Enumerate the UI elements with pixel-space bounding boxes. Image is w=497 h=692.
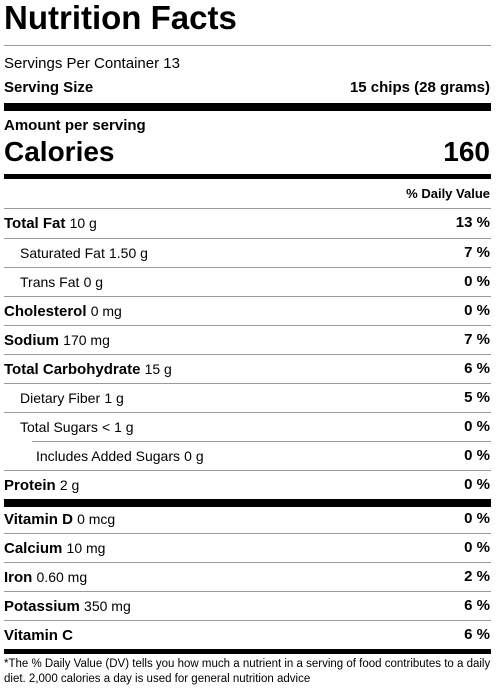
servings-per-container-text: Servings Per Container 13: [4, 55, 180, 72]
serving-size-label: Serving Size: [4, 79, 94, 96]
nutrient-dv: 0 %: [464, 476, 490, 493]
divider: [4, 383, 491, 384]
nutrient-dv: 0 %: [464, 418, 490, 435]
nutrient-dv: 13 %: [455, 214, 490, 231]
divider: [4, 412, 491, 413]
divider: [4, 562, 491, 563]
nutrient-dv: 0 %: [464, 273, 490, 290]
serving-size-value: 15 chips (28 grams): [349, 79, 490, 96]
vitamin-amount: 10 mg: [66, 540, 106, 556]
vitamin-name: Calcium: [4, 540, 63, 557]
nutrient-dv: 0 %: [464, 447, 490, 464]
nutrient-name: Dietary Fiber: [20, 390, 101, 406]
nutrient-name: Total Sugars: [20, 419, 98, 435]
divider: [4, 45, 491, 46]
thick-divider: [4, 499, 491, 507]
vitamin-name: Vitamin D: [4, 511, 73, 528]
divider: [4, 470, 491, 471]
nutrient-dv: 0 %: [464, 302, 490, 319]
calories-value: 160: [443, 136, 490, 167]
nutrient-amount: 0 g: [184, 448, 204, 464]
nutrient-amount: 0 mg: [90, 303, 122, 319]
nutrient-amount: 170 mg: [63, 332, 110, 348]
nutrient-dv: 7 %: [464, 331, 490, 348]
nutrient-name: Cholesterol: [4, 303, 87, 320]
nutrient-dv: 6 %: [464, 360, 490, 377]
nutrient-name: Saturated Fat: [20, 245, 105, 261]
nutrient-amount: 1 g: [104, 390, 124, 406]
daily-value-header: % Daily Value: [406, 186, 490, 201]
medium-divider: [4, 174, 491, 179]
vitamin-amount: 350 mg: [84, 598, 131, 614]
divider: [4, 238, 491, 239]
divider: [4, 267, 491, 268]
divider: [4, 620, 491, 621]
nutrient-name: Trans Fat: [20, 274, 80, 290]
footnote: *The % Daily Value (DV) tells you how mu…: [4, 658, 491, 685]
nutrient-amount: < 1 g: [102, 419, 134, 435]
nutrient-amount: 15 g: [144, 361, 172, 377]
amount-per-serving-text: Amount per serving: [4, 117, 146, 134]
vitamin-name: Iron: [4, 569, 33, 586]
label-title: Nutrition Facts: [4, 0, 237, 36]
divider: [32, 441, 491, 442]
vitamin-dv: 2 %: [464, 568, 490, 585]
nutrient-amount: 2 g: [59, 477, 80, 493]
vitamin-name: Vitamin C: [4, 627, 73, 644]
nutrient-name: Sodium: [4, 332, 59, 349]
nutrient-amount: 1.50 g: [109, 245, 148, 261]
nutrient-name: Includes Added Sugars: [36, 448, 180, 464]
divider: [4, 296, 491, 297]
nutrient-name: Protein: [4, 477, 56, 494]
vitamin-amount: 0 mcg: [77, 511, 116, 527]
divider: [4, 591, 491, 592]
nutrient-amount: 0 g: [83, 274, 104, 290]
vitamin-amount: 0.60 mg: [36, 569, 88, 585]
vitamin-dv: 0 %: [464, 539, 490, 556]
vitamin-dv: 6 %: [464, 597, 490, 614]
nutrient-amount: 10 g: [69, 215, 97, 231]
divider: [4, 208, 491, 209]
divider: [4, 354, 491, 355]
nutrient-dv: 7 %: [464, 244, 490, 261]
calories-label: Calories: [4, 136, 115, 167]
vitamin-name: Potassium: [4, 598, 80, 615]
medium-divider: [4, 649, 491, 654]
vitamin-dv: 0 %: [464, 510, 490, 527]
vitamin-dv: 6 %: [464, 626, 490, 643]
divider: [4, 533, 491, 534]
nutrient-dv: 5 %: [464, 389, 490, 406]
nutrient-name: Total Fat: [4, 215, 66, 232]
nutrient-name: Total Carbohydrate: [4, 361, 141, 378]
divider: [4, 325, 491, 326]
thick-divider: [4, 103, 491, 111]
